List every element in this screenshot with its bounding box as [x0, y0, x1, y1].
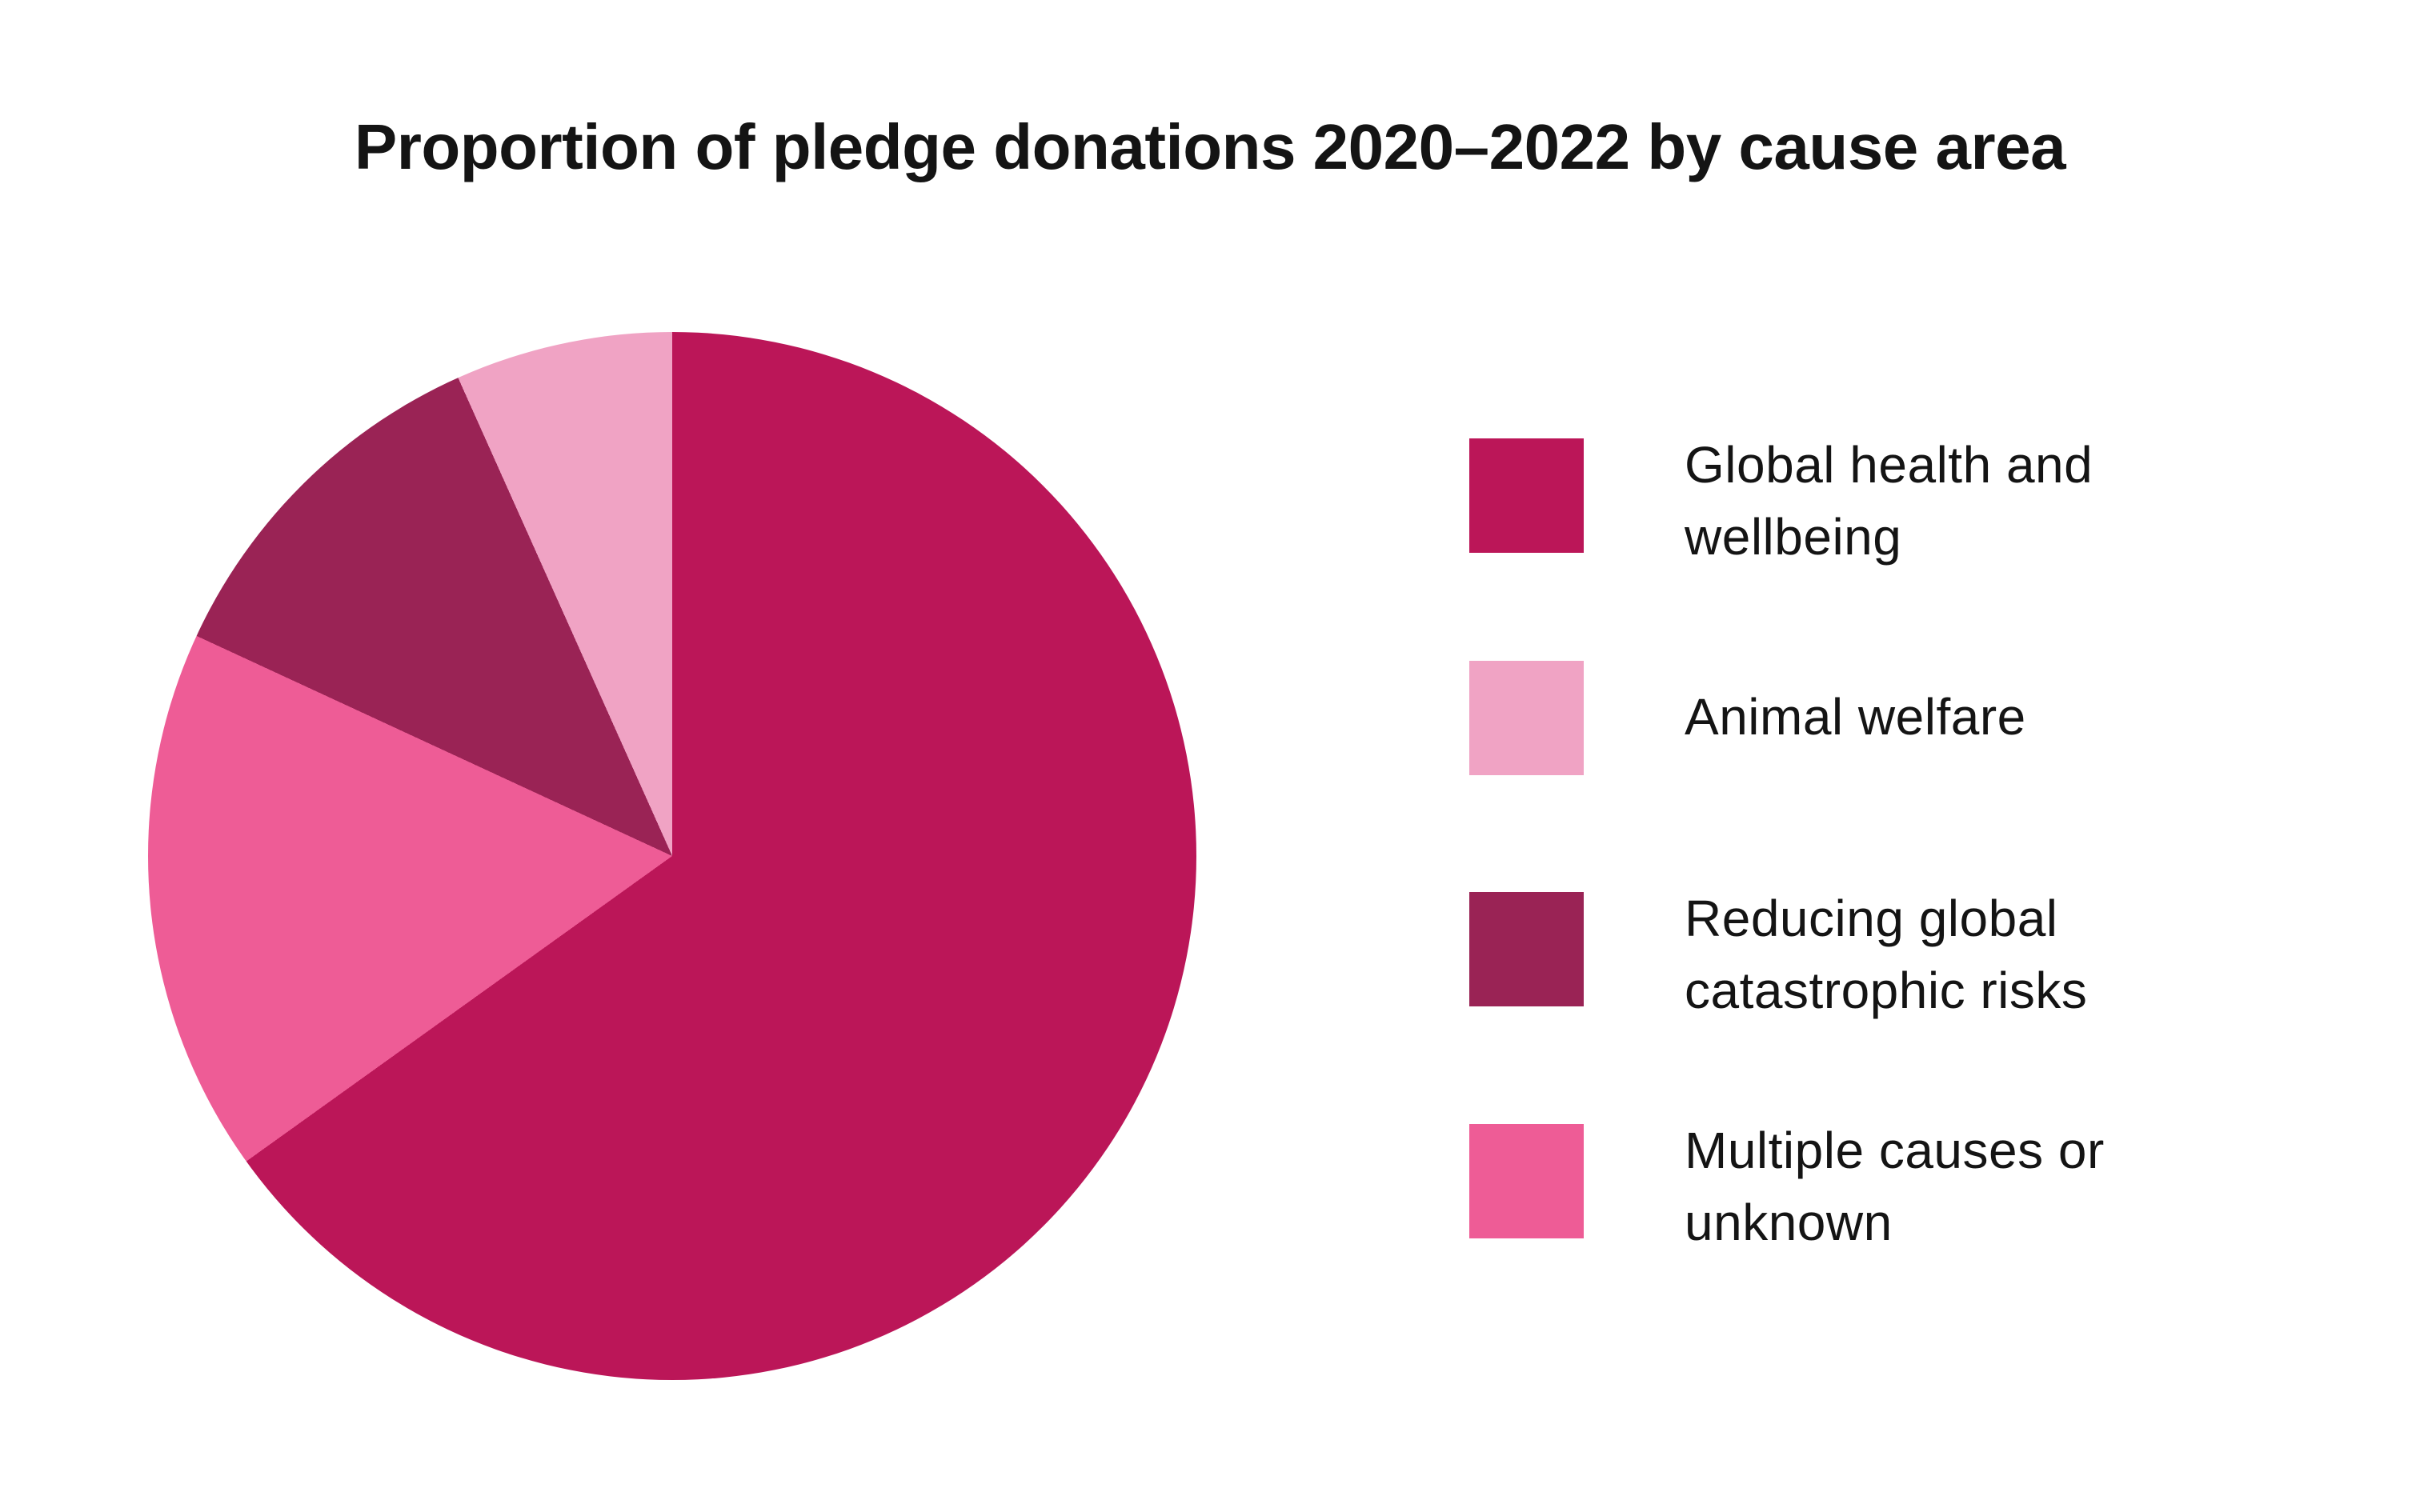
- legend-swatch-global-health: [1469, 438, 1584, 553]
- legend-item-reducing-global-catastrophic-risks: Reducing global catastrophic risks: [1469, 890, 2087, 1026]
- pie-chart: [148, 332, 1196, 1380]
- chart-title: Proportion of pledge donations 2020–2022…: [354, 111, 2066, 182]
- legend-label-global-health: Global health and wellbeing: [1685, 436, 2093, 566]
- legend-swatch-animal-welfare: [1469, 661, 1584, 775]
- legend-label-multiple-causes-or-unknown: Multiple causes or unknown: [1685, 1122, 2105, 1251]
- legend-label-animal-welfare: Animal welfare: [1685, 688, 2026, 746]
- legend-item-multiple-causes-or-unknown: Multiple causes or unknown: [1469, 1122, 2105, 1258]
- legend-label-reducing-global-catastrophic-risks: Reducing global catastrophic risks: [1685, 890, 2088, 1019]
- legend-item-animal-welfare: Animal welfare: [1469, 661, 2026, 775]
- legend-swatch-reducing-global-catastrophic-risks: [1469, 892, 1584, 1006]
- legend-swatch-multiple-causes-or-unknown: [1469, 1124, 1584, 1238]
- legend-item-global-health: Global health and wellbeing: [1469, 436, 2093, 573]
